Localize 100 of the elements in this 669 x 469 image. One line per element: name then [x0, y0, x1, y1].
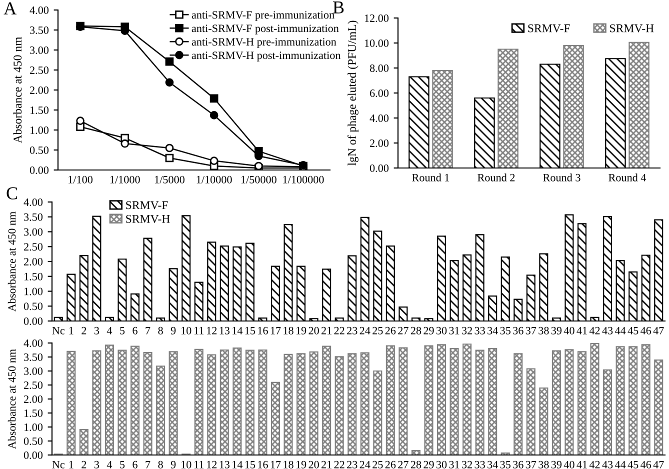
y-tick-label: 3.00 — [24, 367, 43, 376]
x-tick-label: 32 — [462, 460, 472, 468]
x-tick-label: 35 — [500, 326, 510, 334]
x-tick-label: 11 — [194, 460, 204, 468]
x-tick-label: 1/100 — [68, 176, 93, 184]
y-tick-label: 0.50 — [30, 146, 49, 154]
y-tick-label: 10.00 — [364, 39, 389, 48]
y-tick-label: 0.00 — [30, 166, 49, 174]
x-tick-label: 44 — [614, 326, 626, 334]
x-tick-label: 5 — [120, 460, 125, 468]
x-tick-label: 1/50000 — [241, 176, 276, 184]
y-tick-label: 4.00 — [370, 114, 389, 122]
x-tick-label: 3 — [94, 326, 100, 334]
x-tick-label: 17 — [270, 326, 281, 334]
x-tick-label: 36 — [513, 460, 524, 468]
x-tick-label: 42 — [589, 460, 600, 468]
y-tick-label: 2.00 — [24, 258, 43, 266]
y-tick-label: 2.50 — [30, 66, 49, 74]
x-tick-label: 21 — [322, 460, 332, 468]
x-tick-label: 1/1000 — [110, 176, 140, 184]
x-tick-label: 2 — [82, 460, 86, 468]
y-tick-label: 1.50 — [24, 409, 43, 418]
x-tick-label: 29 — [424, 460, 434, 468]
x-tick-label: 37 — [526, 460, 536, 468]
x-tick-label: 2 — [82, 326, 86, 334]
x-tick-label: 33 — [474, 460, 485, 468]
x-tick-label: 28 — [410, 326, 422, 334]
x-tick-label: 22 — [334, 460, 344, 468]
x-tick-label: 45 — [628, 460, 638, 468]
x-tick-label: 13 — [220, 460, 230, 468]
x-tick-label: 4 — [106, 326, 112, 334]
y-axis-title: Absorbance at 450 nm — [8, 212, 16, 312]
x-tick-label: 41 — [576, 326, 587, 334]
x-tick-label: 42 — [589, 326, 600, 334]
x-tick-label: 5 — [120, 326, 125, 334]
x-tick-label: 25 — [372, 460, 383, 468]
x-tick-label: 30 — [436, 326, 447, 334]
x-tick-label: 46 — [640, 326, 652, 334]
x-tick-label: 11 — [194, 326, 204, 334]
y-tick-label: 0.50 — [24, 437, 43, 446]
legend-label: anti-SRMV-H post-immunization — [192, 52, 341, 62]
x-tick-label: 14 — [232, 326, 243, 334]
x-tick-label: 34 — [488, 326, 498, 334]
y-tick-label: 4.00 — [24, 339, 43, 348]
x-tick-label: 12 — [207, 460, 217, 468]
y-tick-label: 3.50 — [30, 26, 49, 34]
x-tick-label: 18 — [284, 326, 294, 334]
x-tick-label: 38 — [538, 326, 549, 334]
x-tick-label: 26 — [385, 326, 396, 334]
y-tick-label: 3.00 — [30, 46, 49, 54]
chart-title: A — [4, 2, 17, 14]
y-axis-title: Absorbance at 450 nm — [13, 36, 22, 144]
x-tick-label: 27 — [398, 460, 408, 468]
x-tick-label: 31 — [449, 460, 460, 468]
legend-label: SRMV-F — [126, 201, 168, 210]
legend-label: anti-SRMV-F post-immunization — [192, 24, 339, 34]
x-tick-label: Round 4 — [608, 174, 646, 182]
chart-title: C — [6, 187, 18, 200]
x-tick-label: 47 — [653, 326, 664, 334]
x-tick-label: 29 — [424, 326, 434, 334]
y-tick-label: 6.00 — [370, 89, 389, 98]
x-tick-label: 20 — [308, 460, 319, 468]
x-tick-label: 17 — [270, 460, 281, 468]
x-tick-label: 10 — [182, 460, 192, 468]
x-tick-label: 8 — [158, 460, 163, 468]
x-tick-label: 12 — [207, 326, 217, 334]
x-tick-label: 19 — [296, 326, 306, 334]
x-tick-label: 39 — [551, 460, 562, 468]
x-tick-label: Round 2 — [478, 174, 515, 182]
x-tick-label: 1 — [69, 460, 74, 468]
x-tick-label: 4 — [106, 460, 112, 468]
x-tick-label: 31 — [449, 326, 460, 334]
x-tick-label: 16 — [258, 326, 268, 334]
y-tick-label: 2.50 — [24, 243, 43, 251]
x-tick-label: 1 — [69, 326, 74, 334]
x-tick-label: 1/100000 — [283, 176, 324, 184]
x-tick-label: 10 — [182, 326, 192, 334]
x-tick-label: 3 — [94, 460, 100, 468]
x-tick-label: 6 — [132, 460, 138, 468]
y-tick-label: 1.50 — [30, 106, 49, 114]
x-tick-label: 26 — [385, 460, 396, 468]
x-tick-label: 40 — [564, 326, 574, 334]
x-tick-label: 38 — [538, 460, 549, 468]
x-tick-label: 9 — [170, 460, 176, 468]
legend-label: SRMV-F — [528, 24, 570, 32]
y-tick-label: 0.00 — [370, 164, 389, 172]
x-tick-label: 8 — [158, 326, 163, 334]
x-tick-label: 33 — [474, 326, 485, 334]
legend-label: SRMV-H — [126, 214, 170, 223]
x-tick-label: 9 — [170, 326, 176, 334]
y-tick-label: 2.00 — [30, 86, 49, 94]
x-tick-label: 41 — [576, 460, 587, 468]
x-tick-label: 14 — [232, 460, 243, 468]
x-tick-label: 22 — [334, 326, 344, 334]
legend-label: anti-SRMV-H pre-immunization — [192, 38, 336, 48]
y-tick-label: 8.00 — [370, 64, 389, 72]
x-tick-label: 43 — [602, 460, 613, 468]
x-tick-label: 1/5000 — [155, 176, 184, 184]
y-tick-label: 4.00 — [24, 198, 43, 206]
y-axis-title: lgN of phage eluted (PFU/mL) — [348, 20, 358, 166]
